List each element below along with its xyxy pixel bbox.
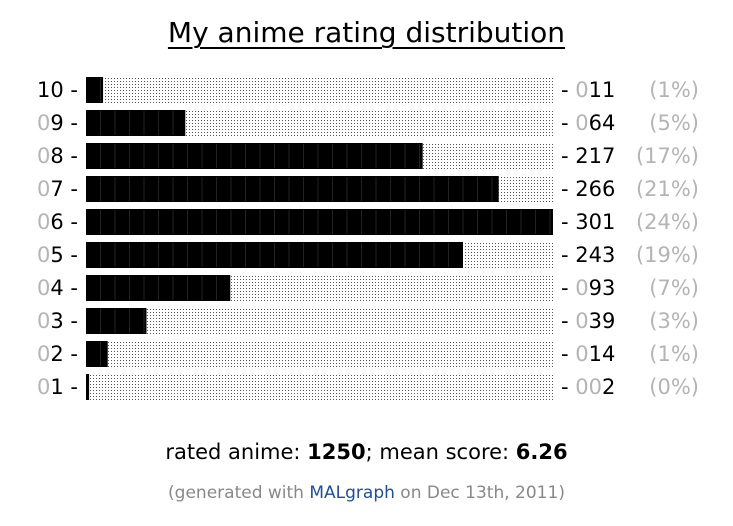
category-label: 08 -: [37, 144, 78, 168]
category-value: 4 -: [50, 276, 78, 300]
percent-label: (19%): [636, 243, 699, 267]
bar: [86, 176, 499, 202]
summary-line: rated anime: 1250; mean score: 6.26: [0, 440, 733, 464]
bar-track: [86, 374, 553, 400]
footer-credit: (generated with MALgraph on Dec 13th, 20…: [0, 483, 733, 503]
count-dash: -: [561, 309, 575, 333]
percent-label: (24%): [636, 210, 699, 234]
count-leading-zeros: 0: [575, 111, 588, 135]
count-value: 93: [589, 276, 616, 300]
count-value: 39: [589, 309, 616, 333]
category-leading-zero: 0: [37, 111, 50, 135]
category-value: 3 -: [50, 309, 78, 333]
category-value: 6 -: [50, 210, 78, 234]
count-value: 14: [589, 342, 616, 366]
count-label: - 243: [561, 243, 615, 267]
bar: [86, 77, 104, 103]
footer-suffix: on Dec 13th, 2011): [394, 483, 565, 503]
count-leading-zeros: 0: [575, 78, 588, 102]
count-dash: -: [561, 78, 575, 102]
category-leading-zero: 0: [37, 309, 50, 333]
category-value: 10 -: [37, 78, 78, 102]
category-value: 8 -: [50, 144, 78, 168]
count-label: - 039: [561, 309, 615, 333]
count-value: 11: [589, 78, 616, 102]
percent-label: (21%): [636, 177, 699, 201]
count-label: - 002: [561, 375, 615, 399]
category-leading-zero: 0: [37, 210, 50, 234]
category-label: 09 -: [37, 111, 78, 135]
rated-label: rated anime:: [165, 440, 308, 464]
count-value: 217: [575, 144, 615, 168]
count-label: - 014: [561, 342, 615, 366]
bar: [86, 374, 90, 400]
count-leading-zeros: 0: [575, 309, 588, 333]
category-label: 01 -: [37, 375, 78, 399]
bar-track: [86, 77, 553, 103]
category-leading-zero: 0: [37, 342, 50, 366]
count-dash: -: [561, 342, 575, 366]
count-leading-zeros: 0: [575, 276, 588, 300]
chart-title: My anime rating distribution: [167, 16, 566, 49]
category-label: 07 -: [37, 177, 78, 201]
footer-prefix: (generated with: [168, 483, 310, 503]
mean-label: ; mean score:: [365, 440, 516, 464]
bar-track: [86, 341, 553, 367]
count-label: - 217: [561, 144, 615, 168]
category-leading-zero: 0: [37, 276, 50, 300]
category-value: 1 -: [50, 375, 78, 399]
mean-score: 6.26: [515, 440, 568, 464]
count-label: - 064: [561, 111, 615, 135]
percent-label: (3%): [649, 309, 699, 333]
percent-label: (7%): [649, 276, 699, 300]
bar: [86, 143, 423, 169]
category-label: 06 -: [37, 210, 78, 234]
count-leading-zeros: 00: [575, 375, 602, 399]
category-value: 9 -: [50, 111, 78, 135]
count-dash: -: [561, 375, 575, 399]
bar: [86, 110, 186, 136]
category-leading-zero: 0: [37, 243, 50, 267]
category-label: 03 -: [37, 309, 78, 333]
category-value: 7 -: [50, 177, 78, 201]
count-label: - 301: [561, 210, 615, 234]
percent-label: (17%): [636, 144, 699, 168]
count-label: - 266: [561, 177, 615, 201]
category-label: 02 -: [37, 342, 78, 366]
malgraph-link[interactable]: MALgraph: [309, 483, 395, 503]
bar-track: [86, 308, 553, 334]
count-dash: -: [561, 276, 575, 300]
count-label: - 011: [561, 78, 615, 102]
percent-label: (1%): [649, 78, 699, 102]
percent-label: (5%): [649, 111, 699, 135]
category-leading-zero: 0: [37, 177, 50, 201]
count-value: 266: [575, 177, 615, 201]
category-label: 04 -: [37, 276, 78, 300]
percent-label: (1%): [649, 342, 699, 366]
count-leading-zeros: 0: [575, 342, 588, 366]
count-value: 301: [575, 210, 615, 234]
count-dash: -: [561, 210, 575, 234]
count-value: 64: [589, 111, 616, 135]
bar: [86, 308, 147, 334]
count-value: 243: [575, 243, 615, 267]
count-label: - 093: [561, 276, 615, 300]
count-dash: -: [561, 111, 575, 135]
category-leading-zero: 0: [37, 144, 50, 168]
bar: [86, 341, 108, 367]
rating-bar-chart: 10 -- 011 (1%)09 -- 064 (5%)08 -- 217 (17%)…: [37, 77, 699, 400]
count-dash: -: [561, 177, 575, 201]
count-value: 2: [602, 375, 615, 399]
rated-count: 1250: [307, 440, 366, 464]
category-label: 05 -: [37, 243, 78, 267]
category-value: 2 -: [50, 342, 78, 366]
count-dash: -: [561, 144, 575, 168]
category-leading-zero: 0: [37, 375, 50, 399]
percent-label: (0%): [649, 375, 699, 399]
bar: [86, 209, 553, 235]
count-dash: -: [561, 243, 575, 267]
category-label: 10 -: [37, 78, 78, 102]
category-value: 5 -: [50, 243, 78, 267]
